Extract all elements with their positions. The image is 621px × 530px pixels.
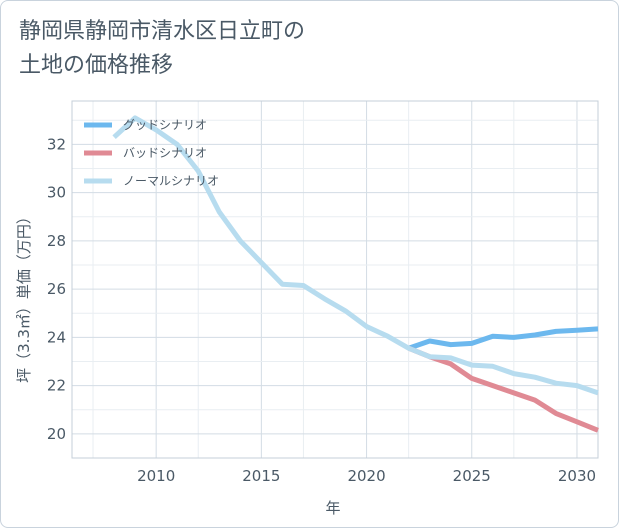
series-lines — [112, 115, 599, 433]
x-tick-label: 2025 — [453, 467, 491, 485]
y-tick-label: 20 — [47, 425, 66, 443]
y-tick-label: 30 — [47, 184, 66, 202]
legend-label-2: ノーマルシナリオ — [123, 174, 219, 188]
y-tick-label: 28 — [47, 232, 66, 250]
x-axis-label: 年 — [325, 499, 340, 517]
grid — [72, 101, 598, 459]
x-tick-label: 2030 — [558, 467, 596, 485]
chart-title: 静岡県静岡市清水区日立町の 土地の価格推移 — [19, 19, 306, 78]
y-tick-label: 26 — [47, 280, 66, 298]
y-tick-label: 32 — [47, 135, 66, 153]
x-tick-label: 2010 — [137, 467, 175, 485]
y-axis-label: 坪（3.3㎡）単価（万円） — [15, 209, 33, 383]
legend-label-1: バッドシナリオ — [123, 146, 207, 160]
y-tick-label: 22 — [47, 377, 66, 395]
series-line-1 — [407, 345, 599, 433]
legend-label-0: グッドシナリオ — [123, 118, 207, 132]
series-line-2 — [112, 115, 599, 396]
series-line-0 — [407, 326, 599, 351]
x-tick-label: 2020 — [347, 467, 385, 485]
x-tick-label: 2015 — [242, 467, 280, 485]
plot-area-frame — [71, 100, 599, 459]
y-tick-label: 24 — [47, 328, 66, 346]
tick-labels: 2010 2015 2020 2025 2030 20 22 24 26 28 30 32 — [47, 135, 596, 485]
